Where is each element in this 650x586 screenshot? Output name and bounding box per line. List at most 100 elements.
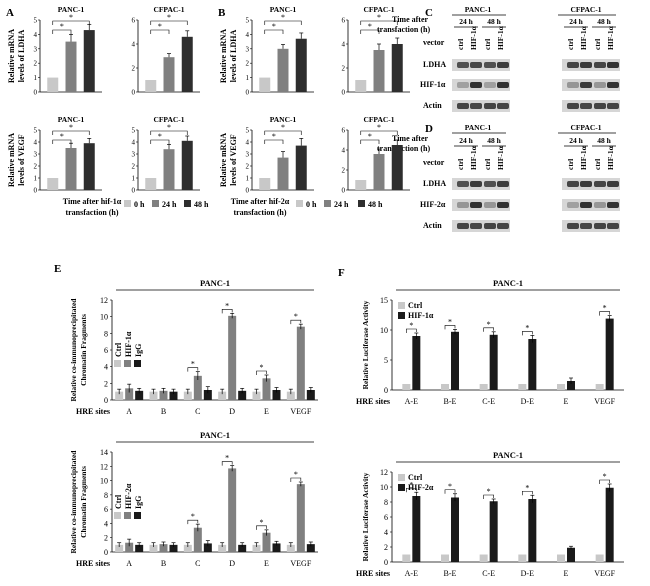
- y-tick-label: 4: [342, 41, 346, 49]
- bar-48h: [83, 30, 95, 92]
- x-axis-label: HRE sites: [76, 559, 110, 568]
- chart-a-panc1-vegf: PANC-1 0 1 2 3 4 5 Relative mRNA levels of VEGF *…: [7, 115, 102, 195]
- blot-band: [457, 82, 469, 88]
- x-tick-label: C: [195, 559, 200, 568]
- sig-star: *: [225, 301, 229, 310]
- sig-star: *: [448, 317, 452, 326]
- bar-ctrl-vegf: [595, 554, 604, 562]
- blot-d-lane-6: HIF-1α: [579, 145, 588, 170]
- blot-band: [457, 62, 469, 68]
- sig-bracket: [256, 370, 267, 375]
- blot-c-row-actin: Actin: [423, 101, 442, 110]
- sig-star: *: [377, 123, 381, 132]
- blot-c-lane-5: ctrl: [566, 39, 575, 50]
- y-tick-label: 6: [132, 17, 136, 25]
- panel-letter-d: D: [425, 123, 433, 135]
- legend-swatch: [398, 302, 405, 309]
- y-tick-label: 2: [34, 163, 38, 171]
- panel-letter-b: B: [218, 7, 226, 19]
- y-tick-label: 3: [132, 151, 136, 159]
- bar-ctrl-c-e: [479, 384, 488, 390]
- y-axis-label: Relative mRNA: [219, 133, 228, 187]
- bar-24h: [373, 50, 385, 92]
- chart-title: CFPAC-1: [363, 5, 394, 14]
- bar-ctrl-e: [252, 391, 261, 400]
- sig-bracket: [150, 139, 170, 144]
- bar-0h: [145, 80, 157, 92]
- sig-bracket: [406, 487, 417, 493]
- blot-band: [470, 202, 482, 208]
- blot-d-time-24h-panc: 24 h: [459, 136, 473, 145]
- bar-hif2-c: [193, 527, 202, 552]
- blot-band: [607, 181, 619, 187]
- bar-24h: [373, 154, 385, 190]
- sig-star: *: [368, 22, 372, 31]
- blot-d-row-ldha: LDHA: [423, 179, 446, 188]
- chart-b-cfpac1-vegf: CFPAC-1 0 2 4 6 * *: [342, 115, 410, 195]
- blot-d-vector-label: vector: [423, 158, 445, 167]
- blot-c-cell-panc1: PANC-1: [465, 5, 492, 14]
- y-tick-label: 8: [104, 329, 108, 338]
- chart-title: PANC-1: [493, 450, 523, 460]
- blot-band: [484, 82, 496, 88]
- blot-band: [594, 82, 606, 88]
- sig-bracket: [264, 20, 302, 25]
- sig-bracket: [360, 29, 380, 34]
- sig-star: *: [603, 304, 607, 313]
- y-tick-label: 6: [384, 513, 388, 522]
- blot-c-lane-1: ctrl: [456, 39, 465, 50]
- y-tick-label: 5: [384, 356, 388, 365]
- sig-bracket: [522, 331, 533, 336]
- chart-e-bottom: PANC-1 0 2 4 6 8 10 12 14 Relative co-immunopreci…: [69, 430, 318, 568]
- sig-star: *: [158, 132, 162, 141]
- sig-bracket: [150, 29, 170, 34]
- legend-a-swatch-0h: [124, 200, 131, 207]
- chart-title: PANC-1: [200, 278, 230, 288]
- bar-igg-e: [272, 543, 281, 552]
- y-axis-label: levels of VEGF: [17, 134, 26, 186]
- bar-igg-a: [135, 544, 144, 552]
- sig-star: *: [69, 123, 73, 132]
- legend-swatch: [398, 484, 405, 491]
- sig-bracket: [256, 525, 267, 530]
- blot-band: [497, 103, 509, 109]
- sig-bracket: [52, 20, 90, 25]
- sig-bracket: [264, 29, 284, 34]
- blot-c-lane-4: HIF-1α: [496, 25, 505, 50]
- blot-band: [594, 62, 606, 68]
- bar-0h: [47, 77, 59, 92]
- x-axis-label: HRE sites: [76, 407, 110, 416]
- blot-band: [497, 181, 509, 187]
- blot-band: [607, 223, 619, 229]
- bar-igg-c: [203, 390, 212, 400]
- sig-star: *: [191, 512, 195, 521]
- blot-c-time-24h-cfpac: 24 h: [569, 17, 583, 26]
- sig-star: *: [294, 312, 298, 321]
- x-tick-label: B: [161, 559, 166, 568]
- bar-ctrl-vegf: [286, 391, 295, 400]
- legend-label: IgG: [134, 496, 143, 509]
- sig-star: *: [487, 320, 491, 329]
- blot-d-cell-panc1: PANC-1: [465, 123, 492, 132]
- blot-band: [580, 181, 592, 187]
- y-tick-label: 0: [342, 187, 346, 195]
- bar-hif2-vegf: [605, 487, 614, 562]
- legend-a-label-48h: 48 h: [194, 200, 209, 209]
- legend-label: Ctrl: [408, 473, 423, 482]
- legend-swatch: [134, 512, 141, 519]
- bar-ctrl-e: [557, 554, 565, 562]
- legend-label: IgG: [134, 344, 143, 357]
- sig-bracket: [187, 519, 199, 525]
- sig-bracket: [187, 367, 199, 372]
- y-tick-label: 4: [104, 363, 108, 372]
- x-tick-label: D-E: [521, 569, 534, 578]
- blot-images: [452, 59, 620, 232]
- blot-c-time-48h-panc: 48 h: [487, 17, 501, 26]
- y-tick-label: 10: [380, 483, 388, 492]
- chart-a-cfpac1-ldha: CFPAC-1 0 2 4 6 * *: [132, 5, 200, 97]
- bar-0h: [355, 80, 367, 92]
- bar-ctrl-b-e: [441, 384, 449, 390]
- y-tick-label: 1: [132, 175, 136, 183]
- blot-d-lane-2: HIF-1α: [469, 145, 478, 170]
- blot-band: [567, 223, 579, 229]
